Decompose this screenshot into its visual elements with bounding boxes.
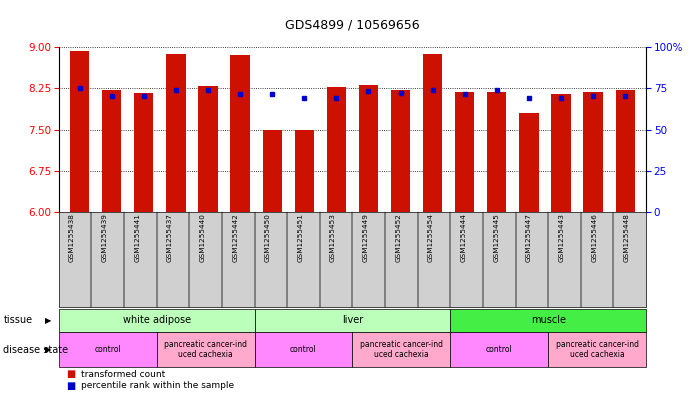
Text: pancreatic cancer-ind
uced cachexia: pancreatic cancer-ind uced cachexia [164, 340, 247, 360]
Text: GSM1255453: GSM1255453 [330, 213, 336, 262]
Text: GSM1255438: GSM1255438 [69, 213, 75, 262]
Text: muscle: muscle [531, 315, 566, 325]
Text: tissue: tissue [3, 315, 32, 325]
Text: white adipose: white adipose [122, 315, 191, 325]
Text: GSM1255444: GSM1255444 [461, 213, 466, 262]
Text: ■: ■ [66, 381, 75, 391]
Text: ▶: ▶ [45, 345, 52, 354]
Text: liver: liver [342, 315, 363, 325]
Bar [263, 130, 282, 212]
Text: transformed count: transformed count [81, 370, 165, 378]
Text: ■: ■ [66, 369, 75, 379]
Text: GSM1255452: GSM1255452 [395, 213, 401, 262]
Text: control: control [290, 345, 317, 354]
Text: GSM1255441: GSM1255441 [134, 213, 140, 262]
Text: control: control [486, 345, 513, 354]
Text: GSM1255447: GSM1255447 [526, 213, 532, 262]
Text: GSM1255449: GSM1255449 [363, 213, 369, 262]
Text: GSM1255451: GSM1255451 [297, 213, 303, 262]
Bar [134, 93, 153, 212]
Bar [583, 92, 603, 212]
Text: disease state: disease state [3, 345, 68, 355]
Bar [551, 94, 571, 212]
Bar [102, 90, 122, 212]
Text: GSM1255446: GSM1255446 [591, 213, 597, 262]
Text: pancreatic cancer-ind
uced cachexia: pancreatic cancer-ind uced cachexia [360, 340, 443, 360]
Text: GSM1255439: GSM1255439 [102, 213, 108, 262]
Bar [487, 92, 507, 212]
Text: GSM1255445: GSM1255445 [493, 213, 499, 262]
Bar [423, 54, 442, 212]
Bar [167, 54, 185, 212]
Text: GSM1255442: GSM1255442 [232, 213, 238, 262]
Bar [359, 85, 378, 212]
Text: control: control [94, 345, 121, 354]
Text: GSM1255448: GSM1255448 [624, 213, 630, 262]
Text: GSM1255440: GSM1255440 [200, 213, 206, 262]
Bar [391, 90, 410, 212]
Text: pancreatic cancer-ind
uced cachexia: pancreatic cancer-ind uced cachexia [556, 340, 638, 360]
Bar [230, 55, 249, 212]
Bar [455, 92, 475, 212]
Text: percentile rank within the sample: percentile rank within the sample [81, 382, 234, 390]
Text: GSM1255450: GSM1255450 [265, 213, 271, 262]
Bar [294, 130, 314, 212]
Bar [520, 113, 538, 212]
Text: GDS4899 / 10569656: GDS4899 / 10569656 [285, 18, 419, 31]
Text: GSM1255437: GSM1255437 [167, 213, 173, 262]
Text: ▶: ▶ [45, 316, 52, 325]
Bar [198, 86, 218, 212]
Bar [327, 87, 346, 212]
Bar [616, 90, 635, 212]
Bar [70, 51, 89, 212]
Text: GSM1255454: GSM1255454 [428, 213, 434, 262]
Text: GSM1255443: GSM1255443 [558, 213, 565, 262]
